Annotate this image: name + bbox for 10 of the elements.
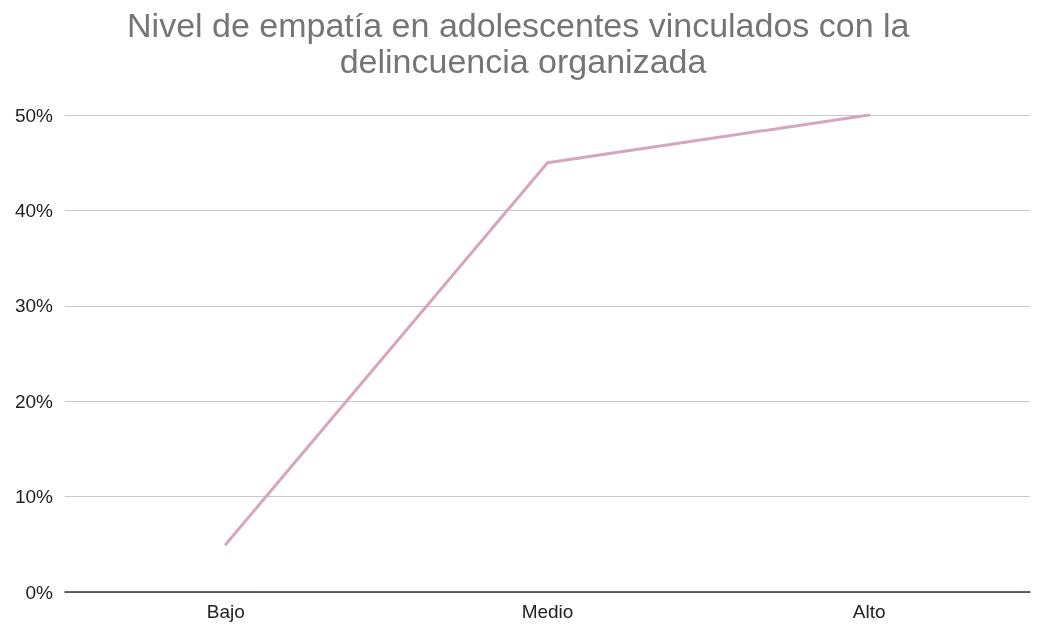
x-tick-label: Medio bbox=[521, 601, 574, 622]
y-tick-label: 0% bbox=[25, 581, 54, 603]
x-tick-label: Bajo bbox=[206, 601, 245, 622]
y-tick-label: 50% bbox=[14, 104, 54, 126]
y-tick-label: 20% bbox=[14, 390, 54, 412]
y-tick-label: 10% bbox=[14, 486, 54, 508]
y-tick-label: 40% bbox=[14, 199, 54, 221]
y-tick-label: 30% bbox=[14, 295, 54, 317]
x-tick-label: Alto bbox=[852, 601, 886, 622]
chart-title: Nivel de empatía en adolescentes vinculados con la delincuencia organizada bbox=[127, 6, 919, 80]
